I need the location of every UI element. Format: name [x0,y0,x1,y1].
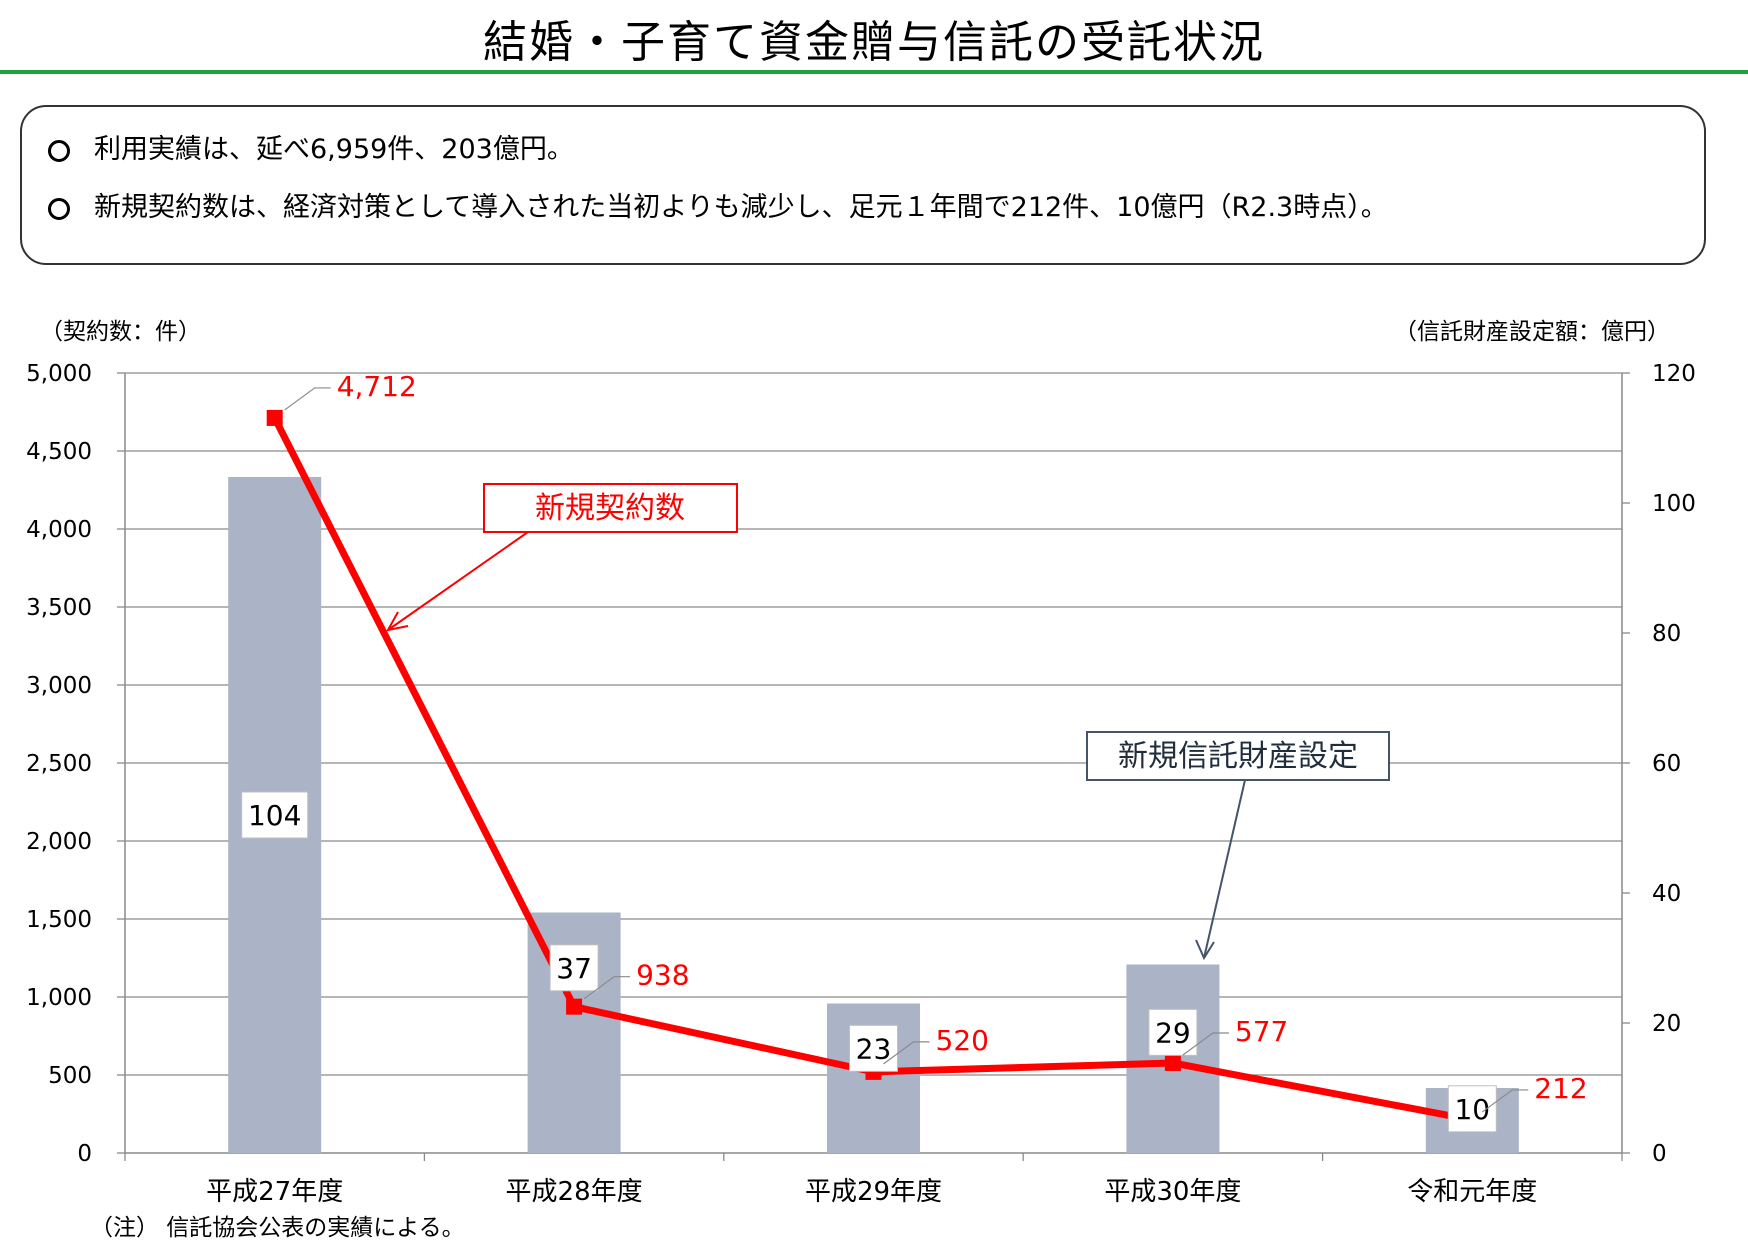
left-axis-tick-label: 1,500 [26,907,92,933]
x-axis-category-label: 平成30年度 [1104,1177,1241,1207]
left-axis-tick-label: 3,000 [26,673,92,699]
data-label-leader [883,1041,930,1065]
x-axis-category-label: 平成28年度 [506,1177,643,1207]
right-axis-tick-label: 0 [1652,1141,1667,1167]
right-axis-tick-label: 60 [1652,751,1681,777]
x-axis-category-label: 令和元年度 [1407,1177,1537,1207]
legend-callout-box [1086,731,1390,781]
summary-box: 利用実績は、延べ6,959件、203億円。 新規契約数は、経済対策として導入され… [20,105,1706,265]
data-label-leader [1182,1032,1229,1056]
left-axis-tick-label: 4,500 [26,439,92,465]
bar-value-label-box [849,1024,898,1072]
bar-value-label: 29 [1155,1016,1191,1049]
x-axis-category-label: 平成29年度 [805,1177,942,1207]
data-label-leader [583,976,631,1000]
line-point-marker [566,998,583,1015]
data-label-leader [284,387,331,411]
line-data-label: 212 [1534,1072,1587,1105]
summary-item-2: 新規契約数は、経済対策として導入された当初よりも減少し、足元１年間で212件、1… [48,185,1388,224]
page-title: 結婚・子育て資金贈与信託の受託状況 [483,17,1265,68]
right-axis-tick-label: 40 [1652,881,1681,907]
left-axis-tick-label: 4,000 [26,517,92,543]
legend-callout-box [483,483,738,533]
line-point-marker [1164,1054,1181,1071]
right-axis-tick-label: 100 [1652,491,1696,517]
left-axis-unit: （契約数：件） [40,319,201,345]
callout-arrowhead-icon [1195,939,1215,961]
line-data-label: 520 [936,1024,989,1057]
bar-value-label: 37 [556,952,592,985]
bar-value-label-box [549,944,599,992]
callout-arrow-line [1203,779,1246,959]
footnote: （注） 信託協会公表の実績による。 [90,1215,465,1241]
legend-callout-label: 新規契約数 [535,491,685,526]
line-point-marker [266,409,283,426]
data-label-leader [1481,1089,1529,1113]
left-axis-tick-label: 2,500 [26,751,92,777]
circle-bullet-icon [48,198,70,220]
bar-value-label: 104 [248,799,301,832]
left-axis-tick-label: 2,000 [26,829,92,855]
callout-arrow-line [387,531,529,631]
left-axis-tick-label: 3,500 [26,595,92,621]
legend-callout-label: 新規信託財産設定 [1118,739,1358,774]
bar-value-label-box [1148,1008,1198,1056]
bar-value-label-box [1447,1085,1497,1133]
circle-bullet-icon [48,140,70,162]
line-data-label: 577 [1235,1015,1288,1048]
right-axis-tick-label: 20 [1652,1011,1681,1037]
left-axis-tick-label: 500 [48,1063,92,1089]
left-axis-tick-label: 0 [77,1141,92,1167]
title-divider [0,70,1748,74]
bar-value-label-box [241,791,309,839]
callout-arrowhead-icon [386,611,409,632]
right-axis-tick-label: 80 [1652,621,1681,647]
summary-text-2: 新規契約数は、経済対策として導入された当初よりも減少し、足元１年間で212件、1… [94,192,1388,223]
right-axis-unit: （信託財産設定額：億円） [1394,319,1670,345]
summary-text-1: 利用実績は、延べ6,959件、203億円。 [94,134,574,165]
summary-item-1: 利用実績は、延べ6,959件、203億円。 [48,127,574,166]
left-axis-tick-label: 1,000 [26,985,92,1011]
line-data-label: 938 [636,959,689,992]
x-axis-category-label: 平成27年度 [206,1177,343,1207]
bar-value-label: 23 [856,1032,892,1065]
left-axis-tick-label: 5,000 [26,361,92,387]
bar-value-label: 10 [1454,1093,1490,1126]
line-data-label: 4,712 [337,370,417,403]
right-axis-tick-label: 120 [1652,361,1696,387]
